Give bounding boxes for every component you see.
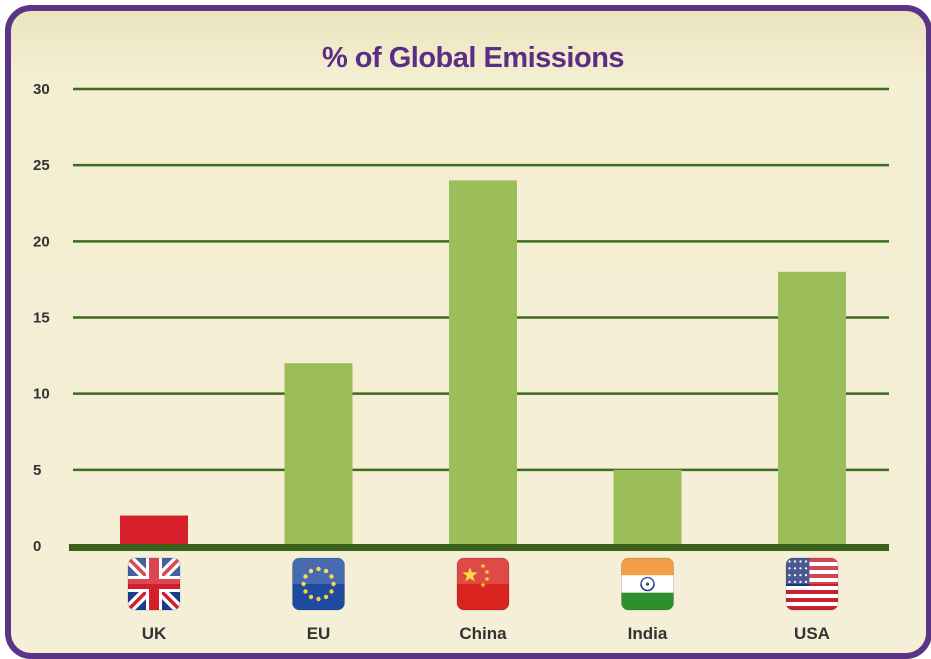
category-labels: UK EU China India USA bbox=[142, 624, 830, 643]
eu-flag-icon bbox=[292, 557, 345, 611]
y-tick-label: 5 bbox=[33, 462, 41, 479]
x-category-label: China bbox=[459, 624, 507, 643]
y-tick-label: 10 bbox=[33, 386, 50, 403]
x-category-label: EU bbox=[307, 624, 331, 643]
y-axis-ticks: 0 5 10 15 20 25 30 bbox=[33, 81, 50, 555]
y-tick-label: 20 bbox=[33, 233, 50, 250]
y-tick-label: 15 bbox=[33, 310, 50, 327]
china-flag-icon bbox=[456, 557, 510, 611]
bar-uk bbox=[120, 515, 188, 546]
baseline-bar bbox=[69, 544, 889, 551]
y-tick-label: 30 bbox=[33, 81, 50, 98]
x-category-label: USA bbox=[794, 624, 830, 643]
x-category-label: UK bbox=[142, 624, 167, 643]
bar-india bbox=[613, 469, 682, 546]
usa-flag-icon bbox=[785, 557, 839, 611]
x-category-label: India bbox=[628, 624, 668, 643]
bar-eu bbox=[284, 363, 353, 546]
chart-frame: % of Global Emissions 0 5 10 15 20 25 30 UK EU C… bbox=[5, 5, 931, 659]
chart-title: % of Global Emissions bbox=[322, 42, 624, 74]
bar-chart: % of Global Emissions 0 5 10 15 20 25 30 UK EU C… bbox=[33, 42, 889, 643]
y-tick-label: 0 bbox=[33, 538, 41, 555]
uk-flag-icon bbox=[127, 557, 181, 611]
bars bbox=[120, 180, 846, 546]
y-tick-label: 25 bbox=[33, 157, 50, 174]
bar-usa bbox=[778, 271, 846, 546]
india-flag-icon bbox=[621, 557, 674, 611]
category-flags bbox=[127, 557, 839, 611]
x-axis-baseline bbox=[69, 544, 889, 551]
bar-china bbox=[449, 180, 517, 546]
